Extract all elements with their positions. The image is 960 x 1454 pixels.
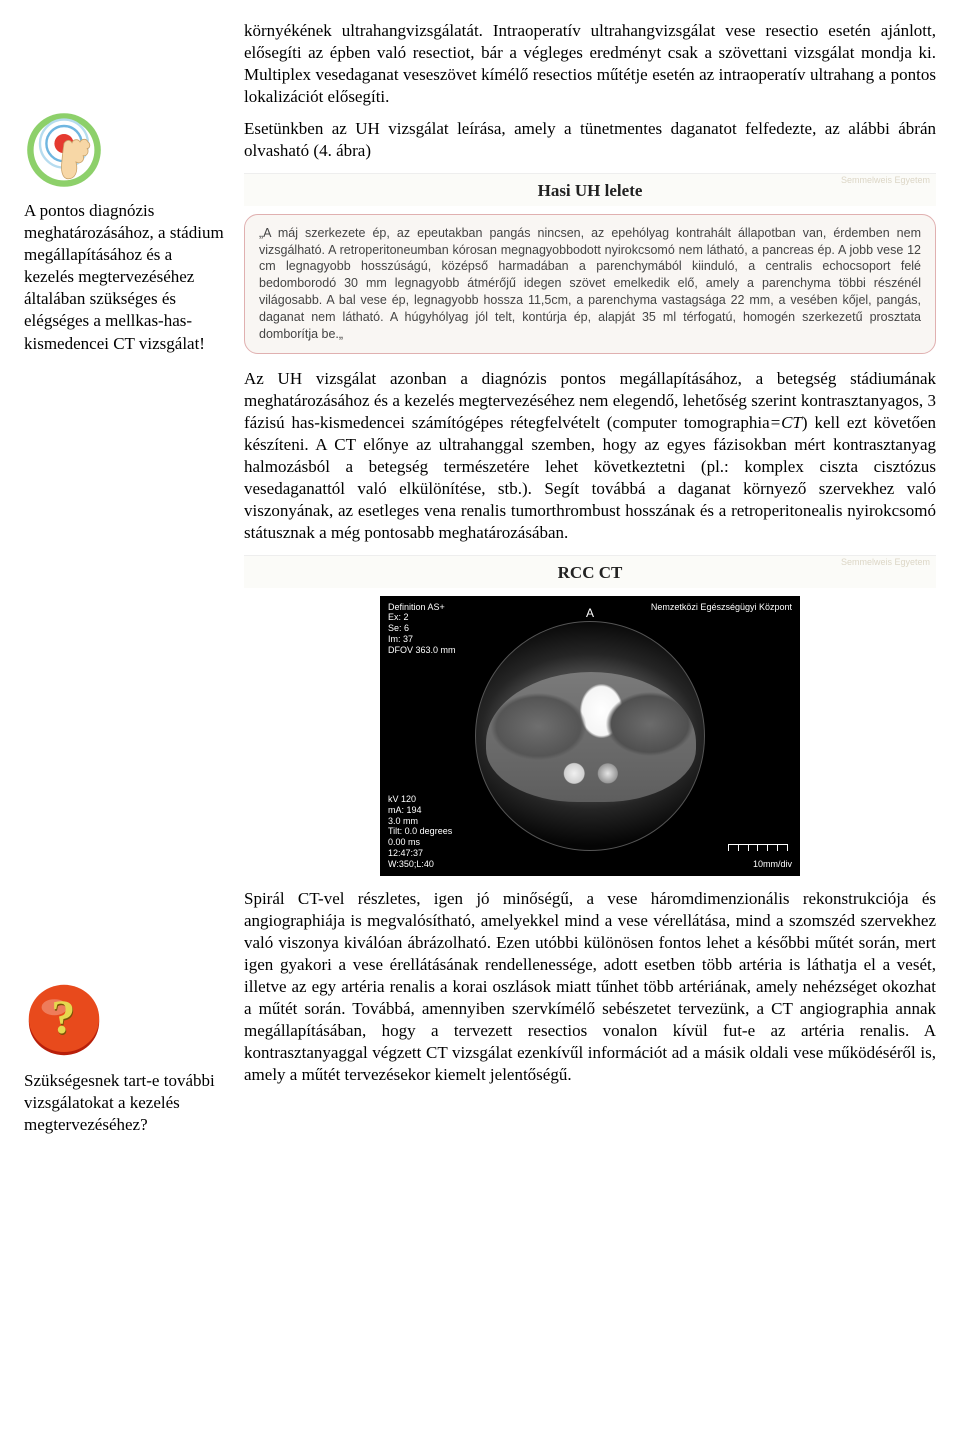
ct-scan-image: Definition AS+ Ex: 2 Se: 6 Im: 37 DFOV 3… <box>380 596 800 876</box>
ct-meta-top-right: Nemzetközi Egészségügyi Központ <box>651 602 792 613</box>
figure-title-text: Hasi UH lelete <box>538 181 643 200</box>
question-icon: ? ? <box>24 980 104 1060</box>
ct-meta-top-left: Definition AS+ Ex: 2 Se: 6 Im: 37 DFOV 3… <box>388 602 456 656</box>
ct-field-of-view <box>475 621 705 851</box>
spacer <box>24 20 226 110</box>
ct-meta-bottom-right: 10mm/div <box>753 859 792 870</box>
paragraph: környékének ultrahangvizsgálatát. Intrao… <box>244 20 936 108</box>
paragraph: Spirál CT-vel részletes, igen jó minőség… <box>244 888 936 1087</box>
uh-finding-quote: „A máj szerkezete ép, az epeutakban pang… <box>244 214 936 354</box>
watermark-text: Semmelweis Egyetem <box>841 557 930 569</box>
sidebar-note-text: A pontos diagnózis meghatározásához, a s… <box>24 200 226 355</box>
figure-title-ct: Semmelweis Egyetem RCC CT <box>244 555 936 588</box>
touch-icon <box>24 110 104 190</box>
sidebar-note-question: ? ? Szükségesnek tart-e további vizsgála… <box>24 980 226 1136</box>
spacer <box>24 395 226 980</box>
figure-title-uh: Semmelweis Egyetem Hasi UH lelete <box>244 173 936 206</box>
figure-title-text: RCC CT <box>558 563 623 582</box>
ct-scale-bar <box>728 844 788 852</box>
ct-anatomy <box>486 672 696 802</box>
paragraph: Esetünkben az UH vizsgálat leírása, amel… <box>244 118 936 162</box>
sidebar: A pontos diagnózis meghatározásához, a s… <box>24 20 244 1176</box>
sidebar-note-diagnosis: A pontos diagnózis meghatározásához, a s… <box>24 110 226 355</box>
paragraph: Az UH vizsgálat azonban a diagnózis pont… <box>244 368 936 545</box>
ct-abbr: =CT <box>770 413 802 432</box>
sidebar-note-text: Szükségesnek tart-e további vizsgálatoka… <box>24 1070 226 1136</box>
page: A pontos diagnózis meghatározásához, a s… <box>0 0 960 1206</box>
watermark-text: Semmelweis Egyetem <box>841 175 930 187</box>
ct-orientation-marker: A <box>586 606 594 622</box>
ct-meta-bottom-left: kV 120 mA: 194 3.0 mm Tilt: 0.0 degrees … <box>388 794 452 870</box>
main-content: környékének ultrahangvizsgálatát. Intrao… <box>244 20 936 1176</box>
text-run: ) kell ezt követően készíteni. A CT előn… <box>244 413 936 542</box>
svg-text:?: ? <box>51 990 75 1043</box>
